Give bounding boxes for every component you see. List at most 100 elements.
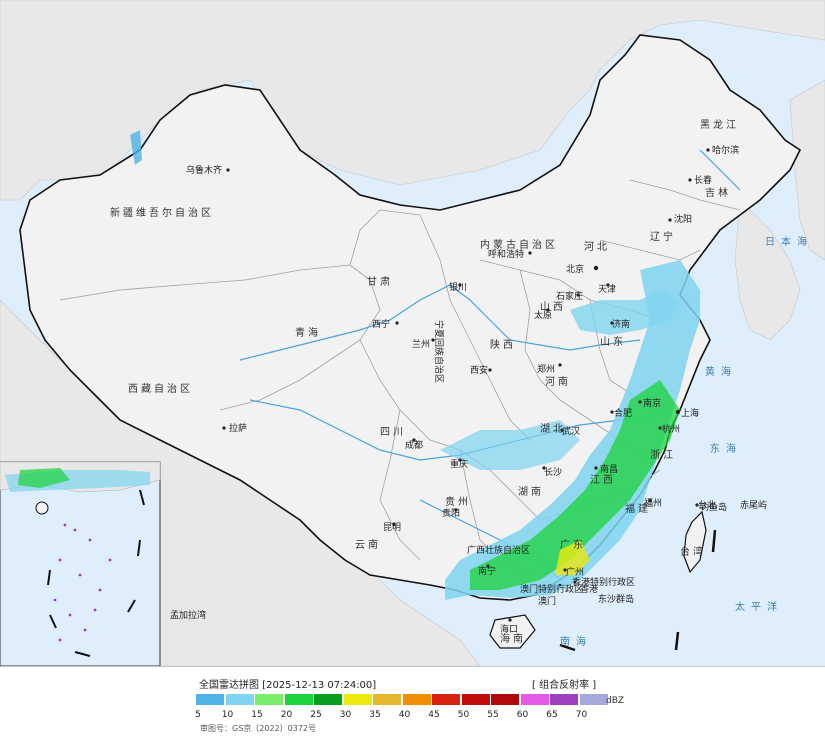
region-label: 黑龙江	[700, 118, 739, 131]
color-swatch	[402, 694, 431, 705]
sea-label: 南海	[560, 635, 592, 648]
svg-text:昆明: 昆明	[383, 522, 401, 533]
region-label: 广西壮族自治区	[467, 544, 530, 556]
echo-east-heavy	[555, 540, 590, 575]
svg-text:台北: 台北	[698, 499, 716, 511]
legend-bar: 全国雷达拼图 [2025-12-13 07:24:00] [ 组合反射率 ] d…	[0, 666, 825, 740]
scale-tick: 5	[195, 710, 201, 720]
scale-tick: 20	[280, 710, 293, 720]
scale-tick: 10	[221, 710, 234, 720]
maritime-boundary	[559, 529, 717, 652]
city-changsha: 长沙	[542, 466, 562, 478]
city-guiyang: 贵阳	[442, 507, 460, 519]
city-hangzhou: 杭州	[658, 423, 680, 435]
legend-unit: dBZ	[606, 696, 625, 706]
city-hefei: 合肥	[610, 407, 632, 419]
taiwan-island	[683, 510, 707, 574]
city-shanghai: 上海	[676, 407, 699, 419]
svg-text:银川: 银川	[449, 281, 467, 293]
svg-text:兰州: 兰州	[412, 338, 430, 350]
city-xian: 西安	[470, 364, 492, 376]
city-guangzhou: 广州	[563, 566, 584, 578]
approval-number: 审图号：GS京（2022）0372号	[200, 724, 316, 733]
city-chongqing: 重庆	[450, 458, 468, 470]
svg-text:贵阳: 贵阳	[442, 507, 460, 519]
city-markers: 乌鲁木齐 拉萨 西宁 兰州 银川 呼和浩特 北京 天津 石家庄 太原 济南 郑州…	[186, 144, 739, 635]
svg-text:上海: 上海	[681, 407, 699, 419]
city-harbin: 哈尔滨	[706, 144, 739, 156]
city-hohhot: 呼和浩特	[488, 248, 532, 260]
sea-label: 太平洋	[735, 600, 783, 613]
svg-text:合肥: 合肥	[614, 407, 632, 419]
city-wuhan: 武汉	[560, 425, 580, 437]
color-swatch	[314, 694, 342, 705]
svg-text:哈尔滨: 哈尔滨	[712, 144, 739, 156]
city-taipei: 台北	[695, 499, 716, 511]
svg-text:南昌: 南昌	[600, 463, 618, 475]
region-label: 广东	[560, 538, 586, 551]
svg-text:济南: 济南	[612, 318, 630, 330]
sea-label: 东海	[710, 442, 742, 455]
region-label: 浙江	[650, 449, 676, 461]
city-fuzhou: 福州	[644, 497, 662, 509]
svg-text:西安: 西安	[470, 364, 488, 376]
city-zhengzhou: 郑州	[537, 363, 562, 375]
color-swatch	[373, 694, 401, 705]
sea-labels: 东海 南海 黄海 日本海 太平洋 钓鱼岛 赤尾屿 东沙群岛 孟加拉湾	[170, 235, 813, 648]
region-label: 海南	[500, 632, 526, 645]
city-nanchang: 南昌	[594, 463, 618, 475]
svg-text:郑州: 郑州	[537, 363, 555, 375]
region-label: 河北	[584, 241, 610, 253]
svg-text:福州: 福州	[644, 497, 662, 509]
city-nanjing: 南京	[638, 397, 661, 409]
svg-text:沈阳: 沈阳	[674, 213, 692, 225]
echo-east-core	[470, 380, 680, 590]
color-swatch	[343, 694, 372, 705]
scale-tick: 40	[398, 710, 411, 720]
scale-tick: 35	[369, 710, 381, 720]
region-label: 香港特别行政区	[572, 576, 635, 588]
region-label: 湖北	[540, 423, 566, 435]
legend-product: [ 组合反射率 ]	[532, 680, 597, 691]
region-label: 四川	[380, 427, 406, 438]
scale-tick: 30	[339, 710, 352, 720]
inset-south-china-sea	[0, 461, 161, 666]
scale-tick: 65	[546, 710, 558, 720]
color-swatch	[225, 694, 254, 705]
region-label: 江西	[590, 474, 616, 486]
city-chengdu: 成都	[405, 438, 423, 451]
svg-text:海口: 海口	[500, 623, 518, 635]
region-label: 云南	[355, 538, 381, 551]
sea-label: 日本海	[765, 235, 813, 248]
region-label: 甘肃	[367, 275, 393, 288]
region-label: 吉林	[705, 186, 731, 199]
svg-text:香港: 香港	[580, 583, 598, 595]
city-kunming: 昆明	[383, 522, 401, 533]
city-lhasa: 拉萨	[222, 422, 247, 434]
color-swatch	[196, 694, 224, 705]
sea-label: 黄海	[705, 365, 737, 378]
region-label: 陕西	[490, 338, 516, 351]
scale-ticks: 5 10 15 20 25 30 35 40 45 50 55 60 65 70	[195, 710, 616, 722]
color-swatch	[461, 694, 490, 705]
scale-tick: 50	[457, 710, 470, 720]
city-yinchuan: 银川	[449, 281, 467, 293]
color-swatch	[284, 694, 313, 705]
svg-text:太原: 太原	[534, 309, 552, 321]
region-label: 辽宁	[650, 230, 676, 243]
svg-text:拉萨: 拉萨	[229, 422, 247, 434]
region-label: 澳门特别行政区	[520, 583, 583, 595]
city-xining: 西宁	[372, 318, 399, 330]
island-label: 东沙群岛	[598, 593, 634, 605]
radar-map: 新疆维吾尔自治区 西藏自治区 青海 甘肃 内蒙古自治区 黑龙江 吉林 辽宁 河北…	[0, 0, 825, 666]
svg-text:长春: 长春	[694, 174, 712, 186]
svg-text:澳门: 澳门	[538, 595, 556, 607]
region-label: 山东	[600, 335, 626, 348]
svg-text:石家庄: 石家庄	[556, 290, 583, 302]
svg-text:南京: 南京	[643, 397, 661, 409]
region-label: 湖南	[518, 485, 544, 498]
city-macau: 澳门	[538, 583, 562, 607]
color-scale	[196, 694, 609, 705]
hainan-island	[489, 614, 536, 649]
city-beijing: 北京	[566, 263, 599, 275]
